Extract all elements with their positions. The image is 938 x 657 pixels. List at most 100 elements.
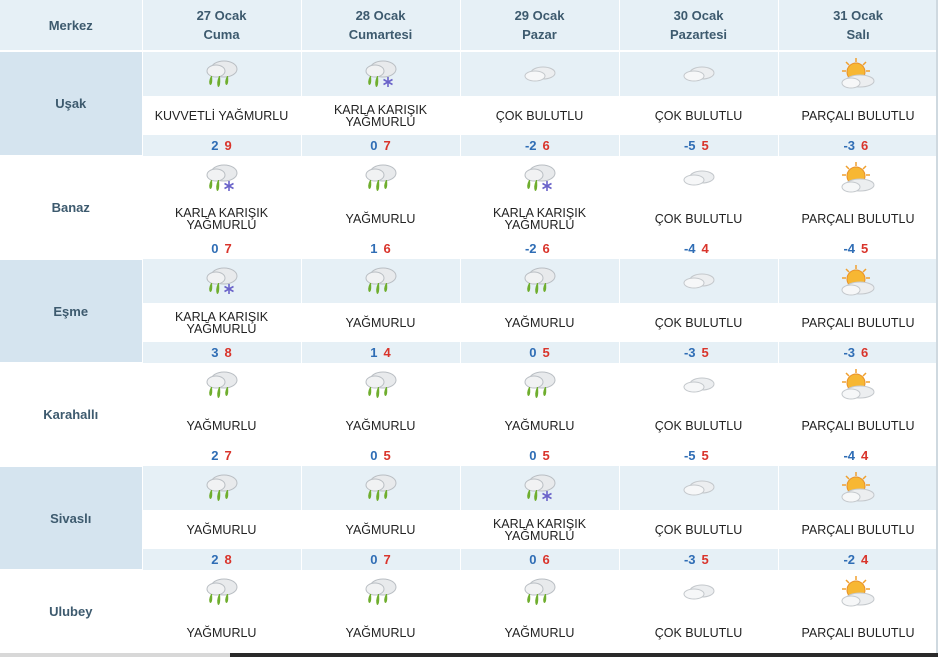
horizontal-scrollbar-thumb[interactable] [230, 653, 938, 657]
weather-icon-cell [460, 51, 620, 97]
weather-icon-cell [619, 259, 779, 304]
max-temperature: 6 [542, 138, 550, 153]
weather-description: PARÇALI BULUTLU [801, 419, 915, 433]
forecast-body: Uşak KUVVETLİ YAĞMURLU KARLA KARIŞIK YAĞMU… [0, 51, 938, 653]
rain-icon [202, 371, 242, 398]
max-temperature: 5 [701, 448, 709, 463]
min-temperature: -3 [843, 345, 855, 360]
max-temperature: 7 [224, 448, 232, 463]
weather-description: PARÇALI BULUTLU [801, 626, 915, 640]
max-temperature: 9 [224, 138, 232, 153]
location-name-karahalli[interactable]: Karahallı [0, 363, 143, 467]
day-date: 29 Ocak [514, 8, 565, 23]
min-temperature: 2 [211, 448, 219, 463]
rain-icon [520, 371, 560, 398]
weather-description: KARLA KARIŞIK YAĞMURLU [174, 206, 269, 232]
weather-description: YAĞMURLU [186, 419, 257, 433]
weather-icon-cell [460, 363, 620, 407]
weather-description: KARLA KARIŞIK YAĞMURLU [492, 517, 587, 543]
description-row: KUVVETLİ YAĞMURLU KARLA KARIŞIK YAĞMURLU Ç… [0, 96, 938, 135]
min-temperature: 3 [211, 345, 219, 360]
partly-cloudy-icon [838, 162, 878, 193]
icon-row: Banaz [0, 156, 938, 260]
cloudy-icon [679, 169, 719, 186]
min-temperature: 0 [529, 448, 537, 463]
cloudy-icon [520, 65, 560, 82]
location-name-sivasli[interactable]: Sivaslı [0, 466, 143, 571]
min-temperature: 0 [370, 138, 378, 153]
weather-description: KARLA KARIŞIK YAĞMURLU [492, 206, 587, 232]
icon-row: Ulubey [0, 570, 938, 653]
max-temperature: 4 [861, 448, 869, 463]
cloudy-icon [679, 583, 719, 600]
weather-icon-cell [619, 156, 779, 200]
day-date: 27 Ocak [196, 8, 247, 23]
rain-icon [361, 164, 401, 191]
weather-icon-cell [142, 156, 302, 200]
location-column-header: Merkez [0, 0, 143, 52]
max-temperature: 5 [701, 345, 709, 360]
weather-description: PARÇALI BULUTLU [801, 212, 915, 226]
max-temperature: 4 [701, 241, 709, 256]
sleet-icon [202, 267, 242, 294]
weather-description: KARLA KARIŞIK YAĞMURLU [174, 310, 269, 336]
weather-icon-cell [778, 466, 938, 511]
cloudy-icon [679, 479, 719, 496]
cloudy-icon [679, 376, 719, 393]
min-temperature: -4 [843, 241, 855, 256]
max-temperature: 4 [383, 345, 391, 360]
weather-icon-cell [301, 51, 461, 97]
partly-cloudy-icon [838, 576, 878, 607]
min-temperature: 0 [370, 448, 378, 463]
rain-icon [520, 578, 560, 605]
icon-row: Uşak [0, 51, 938, 157]
weather-description: YAĞMURLU [345, 212, 416, 226]
weather-description: PARÇALI BULUTLU [801, 316, 915, 330]
min-temperature: 1 [370, 345, 378, 360]
day-weekday: Pazar [522, 27, 557, 42]
icon-row: Sivaslı [0, 466, 938, 571]
min-temperature: 1 [370, 241, 378, 256]
weather-description: PARÇALI BULUTLU [801, 109, 915, 123]
location-name-banaz[interactable]: Banaz [0, 156, 143, 260]
min-temperature: -2 [524, 241, 537, 256]
weather-icon-cell [778, 156, 938, 200]
rain-icon [361, 267, 401, 294]
weather-icon-cell [142, 363, 302, 407]
rain-icon [202, 474, 242, 501]
rain-icon [361, 371, 401, 398]
day-header: 30 Ocak Pazartesi [619, 0, 779, 52]
day-date: 28 Ocak [355, 8, 406, 23]
description-row: YAĞMURLU YAĞMURLU YAĞMURLU ÇOK BULUTLU PARÇA… [0, 407, 938, 445]
icon-row: Eşme [0, 259, 938, 364]
weather-icon-cell [778, 570, 938, 614]
horizontal-scrollbar-track[interactable] [0, 653, 230, 657]
weather-icon-cell [460, 570, 620, 614]
day-weekday: Salı [846, 27, 870, 42]
partly-cloudy-icon [838, 369, 878, 400]
location-name-ulubey[interactable]: Ulubey [0, 570, 143, 653]
weather-description: YAĞMURLU [345, 419, 416, 433]
weather-icon-cell [301, 363, 461, 407]
location-name-esme[interactable]: Eşme [0, 259, 143, 364]
weather-description: ÇOK BULUTLU [654, 419, 743, 433]
weather-description: YAĞMURLU [504, 626, 575, 640]
partly-cloudy-icon [838, 58, 878, 89]
weather-description: ÇOK BULUTLU [654, 523, 743, 537]
weather-icon-cell [301, 570, 461, 614]
min-temperature: 2 [211, 138, 219, 153]
weather-description: ÇOK BULUTLU [654, 316, 743, 330]
icon-row: Karahallı [0, 363, 938, 467]
temperature-row: 2 7 0 5 0 5 -5 5 -4 4 [0, 445, 938, 466]
rain-icon [361, 474, 401, 501]
max-temperature: 7 [224, 241, 232, 256]
description-row: KARLA KARIŞIK YAĞMURLU YAĞMURLU YAĞMURLU ÇO… [0, 303, 938, 342]
min-temperature: 0 [529, 345, 537, 360]
rain-icon [202, 60, 242, 87]
weather-icon-cell [301, 466, 461, 511]
rain-icon [520, 267, 560, 294]
weather-icon-cell [460, 156, 620, 200]
location-name-usak[interactable]: Uşak [0, 51, 143, 157]
day-header: 28 Ocak Cumartesi [301, 0, 461, 52]
max-temperature: 5 [701, 138, 709, 153]
